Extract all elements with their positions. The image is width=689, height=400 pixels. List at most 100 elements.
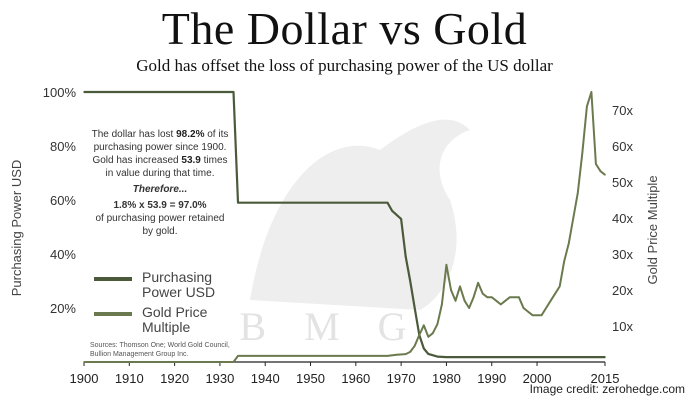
data-point-gold-multiple xyxy=(418,334,421,336)
data-point-gold-multiple xyxy=(518,296,520,299)
y-tick-label: 60% xyxy=(50,193,76,208)
data-point-gold-multiple xyxy=(509,296,511,299)
data-point-gold-multiple xyxy=(395,354,398,356)
data-point-gold-multiple xyxy=(477,282,479,284)
data-point-purchasing-power xyxy=(423,347,425,350)
data-point-gold-multiple xyxy=(486,296,489,299)
data-point-gold-multiple xyxy=(495,300,498,302)
data-point-gold-multiple xyxy=(454,300,457,302)
data-point-gold-multiple xyxy=(413,345,416,347)
x-tick-label: 1900 xyxy=(70,371,99,386)
data-point-gold-multiple xyxy=(463,300,466,302)
data-point-gold-multiple xyxy=(599,170,602,172)
data-point-gold-multiple xyxy=(409,351,412,353)
annotation-therefore: Therefore... xyxy=(132,184,188,195)
annotation-box: The dollar has lost 98.2% of its purchas… xyxy=(90,128,230,238)
legend-purchasing-power: Purchasing Power USD xyxy=(94,270,232,300)
legend-gold-multiple: Gold Price Multiple xyxy=(94,305,232,335)
legend-label-gold-multiple: Gold Price Multiple xyxy=(142,304,208,335)
y-tick-label: 20% xyxy=(50,301,76,316)
annotation-formula: 1.8% x 53.9 = 97.0% xyxy=(113,200,207,211)
x-tick-label: 1970 xyxy=(387,371,416,386)
data-point-gold-multiple xyxy=(522,307,525,309)
data-point-purchasing-power xyxy=(404,255,407,258)
data-point-purchasing-power xyxy=(391,210,393,212)
annotation-text: The dollar has lost 98.2% of its purchas… xyxy=(90,128,230,180)
data-point-gold-multiple xyxy=(558,285,561,288)
data-point-gold-multiple xyxy=(83,361,85,363)
x-tick-label: 1980 xyxy=(432,371,461,386)
watermark-text: B M G xyxy=(239,304,420,349)
y2-tick-label: 40x xyxy=(612,211,633,226)
watermark-griffin-shape xyxy=(250,119,470,310)
data-point-gold-multiple xyxy=(459,285,461,288)
data-point-gold-multiple xyxy=(545,307,547,309)
x-tick-label: 1950 xyxy=(296,371,325,386)
annotation-lost-pct: 98.2% xyxy=(176,129,205,140)
data-point-gold-multiple xyxy=(527,310,529,313)
y2-tick-label: 30x xyxy=(612,247,633,262)
data-point-gold-multiple xyxy=(500,303,502,306)
data-point-purchasing-power xyxy=(604,356,606,358)
y2-tick-label: 20x xyxy=(612,283,633,298)
annotation-line2: of its purchasing power since 1900. Gold… xyxy=(92,129,229,166)
legend-swatch-gold-multiple xyxy=(94,312,132,316)
data-point-purchasing-power xyxy=(413,307,416,309)
data-point-gold-multiple xyxy=(572,217,575,219)
data-point-gold-multiple xyxy=(586,105,588,108)
y2-tick-label: 10x xyxy=(612,319,633,334)
legend-swatch-purchasing-power xyxy=(94,277,132,281)
data-point-gold-multiple xyxy=(427,336,430,338)
x-tick-label: 1910 xyxy=(115,371,144,386)
data-point-gold-multiple xyxy=(540,314,543,317)
x-tick-label: 2015 xyxy=(591,371,620,386)
chart-title: The Dollar vs Gold xyxy=(161,3,528,54)
y2-tick-label: 60x xyxy=(612,139,633,154)
data-point-gold-multiple xyxy=(237,355,239,357)
data-point-purchasing-power xyxy=(386,201,389,204)
data-point-purchasing-power xyxy=(237,201,239,204)
data-point-gold-multiple xyxy=(445,264,448,266)
y-axis-title: Purchasing Power USD xyxy=(9,160,24,297)
y2-tick-label: 70x xyxy=(612,103,633,118)
y2-tick-label: 50x xyxy=(612,175,633,190)
data-point-gold-multiple xyxy=(577,192,579,194)
data-point-gold-multiple xyxy=(554,292,556,295)
data-point-gold-multiple xyxy=(568,242,570,244)
sources-note: Sources: Thomson One; World Gold Council… xyxy=(90,342,230,358)
y2-axis-title: Gold Price Multiple xyxy=(645,175,660,284)
data-point-gold-multiple xyxy=(450,289,452,291)
data-point-gold-multiple xyxy=(549,300,552,302)
annotation-multiple: 53.9 xyxy=(181,155,201,166)
x-tick-label: 1920 xyxy=(160,371,189,386)
data-point-gold-multiple xyxy=(232,361,235,363)
data-point-gold-multiple xyxy=(481,292,484,295)
x-tick-label: 1930 xyxy=(205,371,234,386)
y-tick-label: 100% xyxy=(43,85,77,100)
data-point-gold-multiple xyxy=(536,314,538,317)
y-tick-label: 40% xyxy=(50,247,76,262)
x-tick-label: 1990 xyxy=(477,371,506,386)
data-point-gold-multiple xyxy=(563,260,565,263)
data-point-gold-multiple xyxy=(423,324,425,327)
data-point-gold-multiple xyxy=(436,323,439,326)
data-point-gold-multiple xyxy=(472,296,475,299)
data-point-gold-multiple xyxy=(490,296,493,299)
data-point-purchasing-power xyxy=(436,355,439,358)
data-point-gold-multiple xyxy=(595,163,597,165)
annotation-line1: The dollar has lost xyxy=(91,129,174,140)
data-point-gold-multiple xyxy=(513,296,516,299)
data-point-purchasing-power xyxy=(232,91,235,93)
y-tick-label: 80% xyxy=(50,139,76,154)
data-point-gold-multiple xyxy=(441,303,443,306)
data-point-gold-multiple xyxy=(581,152,584,154)
data-point-gold-multiple xyxy=(590,91,593,93)
data-point-gold-multiple xyxy=(531,314,534,317)
x-tick-label: 2000 xyxy=(523,371,552,386)
data-point-purchasing-power xyxy=(400,218,402,220)
annotation-line4: of purchasing power retained by gold. xyxy=(95,213,225,237)
x-tick-label: 1940 xyxy=(251,371,280,386)
chart-subtitle: Gold has offset the loss of purchasing p… xyxy=(136,56,553,75)
data-point-gold-multiple xyxy=(504,300,507,302)
